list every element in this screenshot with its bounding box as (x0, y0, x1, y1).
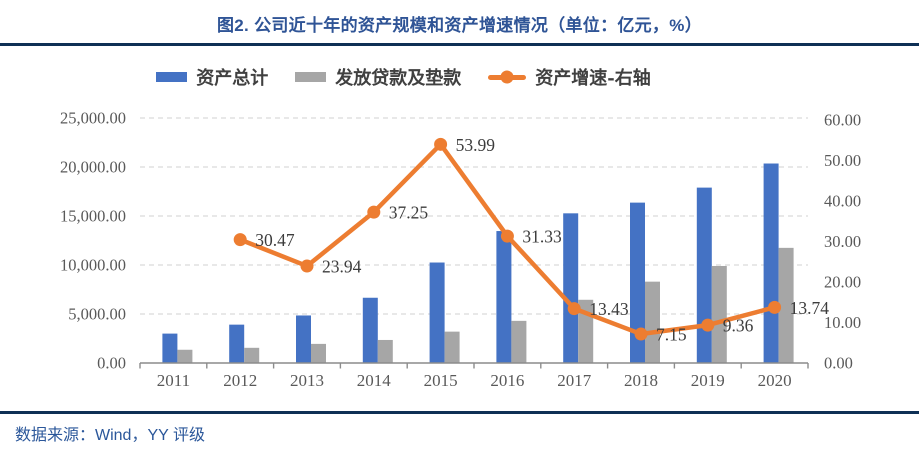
right-axis-tick-label: 0.00 (824, 354, 853, 373)
bar-发放贷款及垫款-2012 (244, 347, 260, 363)
x-axis-label-2013: 2013 (290, 371, 324, 390)
growth-line (233, 137, 782, 341)
legend-item-2: 资产增速-右轴 (488, 64, 651, 90)
bars-loans (177, 247, 794, 363)
bar-发放贷款及垫款-2015 (444, 331, 460, 363)
growth-label-2013: 23.94 (322, 257, 362, 277)
bar-资产总计-2020 (763, 163, 779, 363)
growth-line-point (500, 229, 514, 243)
bar-资产总计-2016 (496, 231, 512, 363)
legend-bar-swatch-icon (295, 72, 327, 82)
title-divider-rule (0, 43, 919, 46)
line-data-labels: 30.47 23.94 37.25 53.99 31.33 13.43 7.15 9.36 13… (255, 135, 829, 345)
legend-line-dot (500, 70, 514, 84)
chart-title: 图2. 公司近十年的资产规模和资产增速情况（单位：亿元，%） (216, 16, 702, 35)
growth-label-2016: 31.33 (522, 227, 562, 247)
legend-item-0: 资产总计 (156, 64, 268, 90)
bar-资产总计-2013 (296, 315, 311, 363)
bar-资产总计-2019 (696, 187, 712, 363)
bar-发放贷款及垫款-2020 (778, 247, 794, 363)
right-axis-tick-label: 10.00 (824, 313, 861, 332)
left-axis-tick-label: 5,000.00 (68, 305, 126, 324)
chart-legend: 资产总计 发放贷款及垫款 资产增速-右轴 (0, 62, 863, 92)
legend-label: 发放贷款及垫款 (335, 68, 462, 89)
right-axis-tick-label: 40.00 (824, 192, 861, 211)
left-axis-tick-label: 25,000.00 (60, 109, 126, 128)
growth-label-2012: 30.47 (255, 230, 295, 250)
bar-资产总计-2018 (630, 202, 645, 363)
right-axis-tick-label: 50.00 (824, 151, 861, 170)
right-axis-tick-label: 20.00 (824, 273, 861, 292)
chart-svg: 30.47 23.94 37.25 53.99 31.33 13.43 7.15 9.36 13… (60, 109, 861, 391)
right-axis-tick-label: 60.00 (824, 111, 861, 130)
growth-line-point (233, 233, 247, 247)
x-axis-label-2016: 2016 (490, 371, 524, 390)
left-axis-tick-label: 15,000.00 (60, 207, 126, 226)
x-axis-label-2017: 2017 (557, 371, 592, 390)
growth-line-point (434, 137, 448, 151)
bar-发放贷款及垫款-2011 (177, 349, 193, 363)
growth-line-point (567, 302, 581, 316)
x-axis-label-2015: 2015 (424, 371, 458, 390)
growth-label-2017: 13.43 (589, 299, 629, 319)
bars-asset-total (162, 163, 779, 363)
right-axis-labels: 0.00 10.00 20.00 30.00 40.00 50.00 60.00 (824, 111, 861, 373)
x-axis-labels: 2011 2012 2013 2014 2015 2016 2017 2018 2019 2020 (157, 371, 792, 390)
bar-发放贷款及垫款-2016 (511, 320, 527, 363)
growth-line-point (300, 259, 314, 273)
legend-label: 资产总计 (196, 68, 269, 89)
growth-label-2018: 7.15 (656, 325, 687, 345)
growth-line-point (768, 300, 782, 314)
bar-资产总计-2012 (229, 324, 245, 363)
left-axis-tick-label: 0.00 (97, 354, 126, 373)
data-source-note: 数据来源：Wind，YY 评级 (15, 427, 205, 444)
x-axis-label-2019: 2019 (691, 371, 725, 390)
legend-bar-swatch-icon (156, 72, 188, 82)
right-axis-tick-label: 30.00 (824, 232, 861, 251)
bar-资产总计-2014 (362, 297, 378, 363)
bar-资产总计-2015 (429, 262, 445, 363)
growth-line-point (634, 327, 648, 341)
left-axis-tick-label: 20,000.00 (60, 158, 126, 177)
legend-item-1: 发放贷款及垫款 (295, 64, 461, 90)
legend-line-marker-icon (488, 70, 527, 84)
bar-发放贷款及垫款-2018 (645, 281, 660, 363)
bar-发放贷款及垫款-2019 (711, 265, 727, 363)
footer-divider-rule (0, 411, 919, 414)
bar-发放贷款及垫款-2013 (311, 343, 326, 363)
growth-label-2020: 13.74 (790, 298, 830, 318)
left-axis-tick-label: 10,000.00 (60, 256, 126, 275)
growth-line-point (367, 205, 381, 219)
growth-label-2014: 37.25 (389, 203, 429, 223)
growth-label-2015: 53.99 (456, 135, 496, 155)
x-axis-label-2011: 2011 (157, 371, 190, 390)
x-axis-label-2020: 2020 (758, 371, 792, 390)
growth-line-point (701, 318, 715, 332)
gridlines (140, 117, 808, 315)
x-axis-label-2012: 2012 (223, 371, 257, 390)
x-axis-label-2018: 2018 (624, 371, 658, 390)
left-axis-labels: 0.00 5,000.00 10,000.00 15,000.00 20,000.00 2… (60, 109, 126, 373)
bar-发放贷款及垫款-2014 (377, 339, 393, 363)
x-axis (139, 362, 809, 369)
x-axis-label-2014: 2014 (357, 371, 392, 390)
bar-资产总计-2017 (563, 213, 579, 363)
bar-资产总计-2011 (162, 333, 178, 363)
growth-label-2019: 9.36 (723, 316, 754, 336)
legend-label: 资产增速-右轴 (535, 68, 651, 89)
